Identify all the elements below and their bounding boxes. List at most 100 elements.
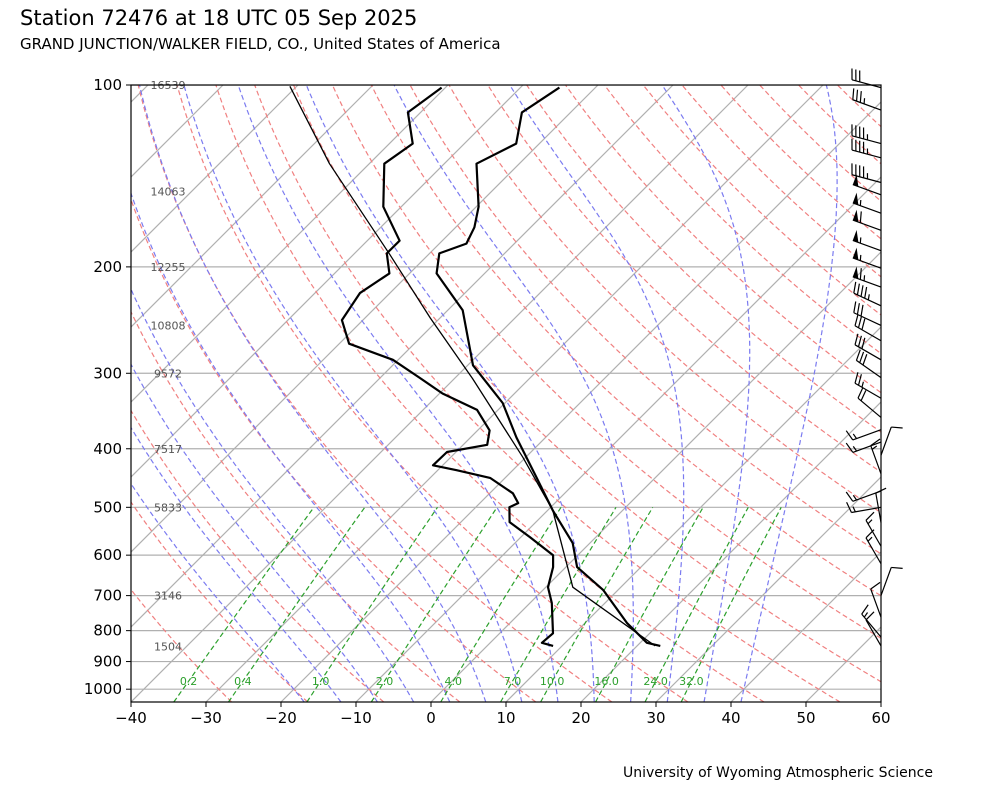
moist-adiabat-line: [183, 85, 523, 702]
y-tick-label: 1000: [84, 680, 122, 698]
barb-full: [859, 211, 862, 223]
mixing-ratio-line: [644, 507, 749, 702]
y-tick-label: 600: [93, 546, 122, 564]
mixing-ratio-label: 0.4: [234, 675, 252, 688]
barb-half: [863, 612, 869, 618]
y-tick-label: 500: [93, 498, 122, 516]
barb-pennant: [852, 209, 859, 223]
dry-adiabat-line: [131, 588, 233, 702]
y-tick-label: 400: [93, 440, 122, 458]
mixing-ratio-line: [680, 507, 782, 702]
mixing-ratio-line: [306, 506, 438, 702]
barb-full: [864, 286, 868, 299]
wind-barb: [880, 426, 903, 456]
barb-full: [852, 88, 855, 100]
dry-adiabat-line: [759, 85, 881, 202]
barb-full: [857, 374, 862, 386]
isotherm-line: [505, 326, 881, 702]
dewpoint-trace: [340, 86, 555, 647]
barb-full: [856, 303, 860, 315]
barb-half: [867, 519, 873, 525]
mixing-ratio-label: 0.2: [180, 675, 198, 688]
barb-pennant: [852, 230, 859, 243]
barb-staff: [852, 99, 882, 111]
x-tick-label: 30: [646, 709, 665, 727]
barb-staff: [865, 537, 882, 565]
barb-staff: [856, 359, 882, 379]
moist-adiabat-line: [305, 85, 595, 702]
barb-full: [857, 335, 862, 347]
barb-full: [857, 316, 862, 328]
temperature-trace: [435, 86, 661, 647]
mixing-ratio-line: [370, 506, 498, 702]
wind-barb: [852, 230, 882, 252]
y-tick-label: 300: [93, 364, 122, 382]
barb-half: [852, 433, 858, 439]
wind-barb: [851, 163, 882, 184]
wind-barb: [855, 349, 882, 379]
barb-staff: [854, 344, 882, 361]
wind-barb: [857, 387, 882, 418]
barb-full: [845, 430, 854, 441]
isotherm-line: [131, 85, 149, 103]
height-label: 7517: [154, 443, 182, 456]
barb-full: [861, 337, 866, 349]
barb-staff: [852, 219, 882, 231]
wind-barb: [851, 138, 882, 159]
wind-barb: [845, 441, 882, 453]
barb-full: [854, 372, 859, 384]
x-tick-label: 50: [796, 709, 815, 727]
wind-barb: [865, 611, 882, 647]
wind-barb: [875, 487, 887, 523]
dry-adiabat-line: [681, 85, 881, 278]
moist-adiabat-line: [740, 85, 838, 702]
y-tick-label: 900: [93, 653, 122, 671]
x-tick-label: 10: [496, 709, 515, 727]
wind-barb: [852, 266, 882, 288]
wind-barb: [870, 581, 882, 618]
x-tick-label: 0: [426, 709, 436, 727]
chart-title: Station 72476 at 18 UTC 05 Sep 2025: [20, 6, 418, 30]
barb-full: [891, 566, 903, 569]
wind-barb: [852, 192, 882, 214]
barb-full: [855, 349, 861, 361]
wind-barb: [845, 429, 882, 441]
barb-staff: [880, 567, 892, 596]
mixing-ratio-line: [595, 507, 704, 702]
isotherm-line: [280, 101, 881, 702]
mixing-ratio-label: 24.0: [643, 675, 668, 688]
dry-adiabat-line: [131, 310, 461, 702]
barb-half: [852, 506, 856, 513]
moist-adiabat-line: [509, 85, 685, 702]
chart-footer-credit: University of Wyoming Atmospheric Scienc…: [623, 765, 933, 781]
height-label: 14063: [151, 185, 186, 198]
barb-full: [853, 281, 857, 294]
barb-full: [845, 442, 854, 453]
barb-full: [870, 581, 881, 590]
barb-half: [861, 381, 864, 388]
wind-barb: [846, 501, 882, 514]
barb-half: [852, 494, 858, 501]
dry-adiabat-line: [836, 85, 881, 128]
background-lines: [131, 85, 881, 702]
mixing-ratio-line: [499, 506, 617, 702]
barb-full: [856, 283, 860, 295]
barb-full: [859, 91, 862, 103]
barb-staff: [857, 397, 882, 418]
barb-full: [853, 301, 857, 313]
moist-adiabat-line: [237, 85, 559, 702]
wind-barb: [854, 372, 882, 399]
barb-full: [857, 387, 864, 399]
moist-adiabat-line: [131, 482, 305, 702]
x-tick-label: −20: [265, 709, 297, 727]
mixing-ratio-label: 2.0: [376, 675, 394, 688]
moist-adiabat-line: [131, 287, 415, 702]
isotherm-line: [131, 85, 749, 702]
y-tick-label: 800: [93, 622, 122, 640]
mixing-ratio-label: 4.0: [444, 675, 462, 688]
height-label: 10808: [151, 319, 186, 332]
isotherm-line: [880, 701, 881, 702]
wind-barb: [852, 174, 882, 196]
